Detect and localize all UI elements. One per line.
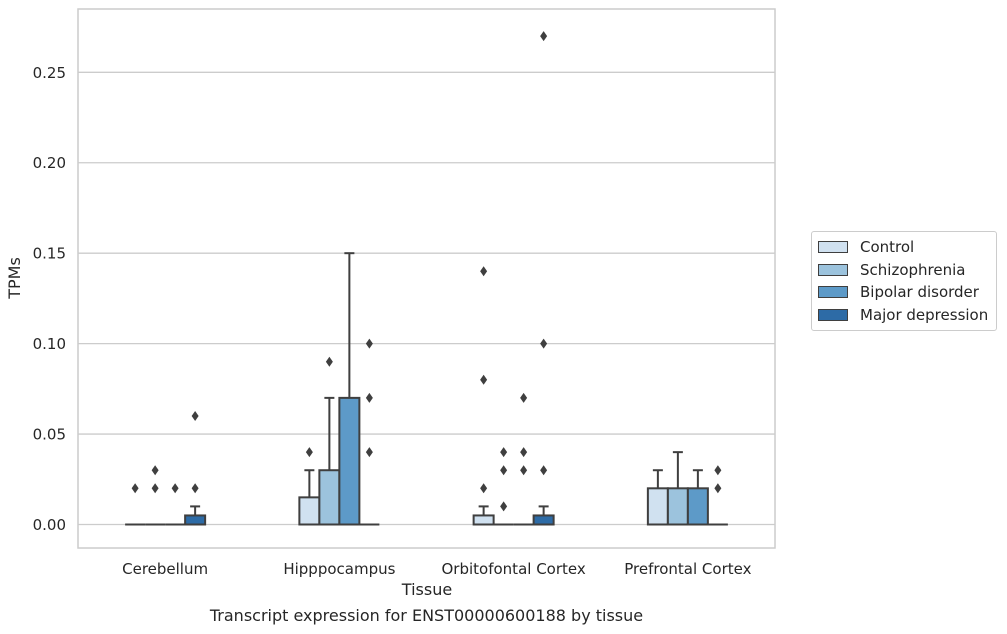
legend-label: Bipolar disorder <box>860 283 979 302</box>
box-group <box>359 338 380 526</box>
box <box>472 514 495 526</box>
outlier-point <box>191 410 199 421</box>
outlier-point <box>365 392 373 403</box>
outlier-point <box>191 483 199 494</box>
legend-item: Control <box>812 236 996 259</box>
box <box>184 514 207 526</box>
outlier-point <box>480 266 488 277</box>
box-group <box>318 356 341 526</box>
box-group <box>165 483 186 526</box>
outlier-point <box>131 483 139 494</box>
y-tick-label: 0.25 <box>33 64 66 82</box>
y-tick-label: 0.10 <box>33 335 66 353</box>
legend: Control Schizophrenia Bipolar disorder Majo… <box>811 231 997 331</box>
y-tick-label: 0.05 <box>33 426 66 444</box>
box-group <box>125 483 146 526</box>
box-group <box>513 392 534 526</box>
x-axis-label: Tissue <box>401 580 452 599</box>
outlier-point <box>520 392 528 403</box>
y-tick-label: 0.00 <box>33 516 66 534</box>
outlier-point <box>500 447 508 458</box>
outlier-point <box>171 483 179 494</box>
chart-caption: Transcript expression for ENST0000060018… <box>209 606 644 625</box>
y-tick-label: 0.20 <box>33 154 66 172</box>
legend-item: Schizophrenia <box>812 259 996 282</box>
outlier-point <box>305 447 313 458</box>
box-group <box>686 469 709 526</box>
outlier-point <box>480 483 488 494</box>
outlier-point <box>500 465 508 476</box>
box <box>666 487 689 526</box>
outlier-point <box>714 465 722 476</box>
box-group <box>472 266 495 526</box>
box <box>646 487 669 526</box>
legend-label: Major depression <box>860 305 989 324</box>
box <box>298 496 321 526</box>
box <box>338 396 361 526</box>
y-axis-label: TPMs <box>5 257 24 300</box>
box-group <box>184 410 207 526</box>
box-group <box>338 252 361 526</box>
box-group <box>493 447 514 526</box>
x-tick-label: Hipppocampus <box>283 560 395 578</box>
box-group <box>532 31 555 526</box>
legend-label: Schizophrenia <box>860 260 966 279</box>
data-layer <box>125 31 728 526</box>
box-group <box>646 469 669 526</box>
legend-label: Control <box>860 238 915 257</box>
box <box>318 469 341 526</box>
outlier-point <box>714 483 722 494</box>
box <box>532 514 555 526</box>
plot-frame <box>77 8 776 549</box>
legend-swatch <box>818 308 848 321</box>
box <box>686 487 709 526</box>
grid-layer <box>78 71 775 526</box>
box-group <box>145 465 166 526</box>
outlier-point <box>500 501 508 512</box>
outlier-point <box>151 465 159 476</box>
x-tick-label: Cerebellum <box>122 560 208 578</box>
box-group <box>707 465 728 526</box>
outlier-point <box>540 338 548 349</box>
outlier-point <box>325 356 333 367</box>
box-group <box>666 451 689 526</box>
legend-item: Bipolar disorder <box>812 281 996 304</box>
outlier-point <box>365 338 373 349</box>
legend-swatch <box>818 263 848 276</box>
outlier-point <box>151 483 159 494</box>
y-tick-label: 0.15 <box>33 245 66 263</box>
outlier-point <box>520 465 528 476</box>
legend-item: Major depression <box>812 304 996 327</box>
outlier-point <box>480 374 488 385</box>
outlier-point <box>365 447 373 458</box>
legend-swatch <box>818 241 848 254</box>
outlier-point <box>540 465 548 476</box>
axis-layer: 0.00 0.05 0.10 0.15 0.20 0.25 Cerebellum Hipppo… <box>33 8 776 578</box>
x-tick-label: Orbitofontal Cortex <box>442 560 586 578</box>
outlier-point <box>540 31 548 42</box>
x-tick-label: Prefrontal Cortex <box>624 560 751 578</box>
legend-swatch <box>818 286 848 299</box>
outlier-point <box>520 447 528 458</box>
box-group <box>298 447 321 526</box>
